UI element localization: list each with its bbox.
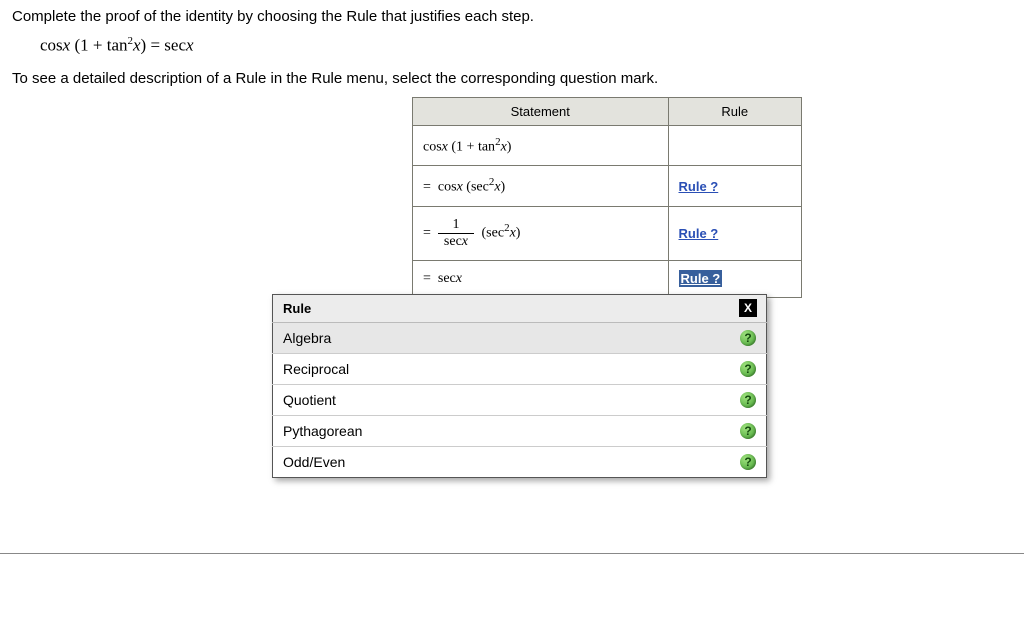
close-icon[interactable]: X xyxy=(739,299,757,317)
rule-cell[interactable]: Rule ? xyxy=(668,206,801,260)
horizontal-divider xyxy=(0,553,1024,554)
rule-help-cell[interactable]: ? xyxy=(730,415,767,446)
statement-cell: = cosx (sec2x) xyxy=(413,166,669,207)
help-icon[interactable]: ? xyxy=(740,423,756,439)
instruction-text-2: To see a detailed description of a Rule … xyxy=(12,70,1012,87)
rule-menu-title: Rule xyxy=(273,294,731,322)
rule-link[interactable]: Rule ? xyxy=(679,226,719,241)
rule-link[interactable]: Rule ? xyxy=(679,179,719,194)
rule-help-cell[interactable]: ? xyxy=(730,384,767,415)
help-icon[interactable]: ? xyxy=(740,361,756,377)
statement-cell: = 1secx (sec2x) xyxy=(413,206,669,260)
proof-table: Statement Rule cosx (1 + tan2x)= cosx (s… xyxy=(412,97,802,298)
rule-help-cell[interactable]: ? xyxy=(730,353,767,384)
help-icon[interactable]: ? xyxy=(740,392,756,408)
rule-menu: Rule X Algebra? Reciprocal? Quotient? Pytha… xyxy=(272,294,767,478)
help-icon[interactable]: ? xyxy=(740,330,756,346)
rule-link-highlighted[interactable]: Rule ? xyxy=(679,270,723,287)
rule-help-cell[interactable]: ? xyxy=(730,446,767,477)
rule-menu-item[interactable]: Algebra xyxy=(273,322,731,353)
rule-menu-item[interactable]: Odd/Even xyxy=(273,446,731,477)
rule-menu-item[interactable]: Pythagorean xyxy=(273,415,731,446)
help-icon[interactable]: ? xyxy=(740,454,756,470)
rule-cell[interactable]: Rule ? xyxy=(668,166,801,207)
identity-equation: cosx (1 + tan2x) = secx xyxy=(40,35,1012,56)
rule-cell[interactable]: Rule ? xyxy=(668,260,801,297)
statement-cell: cosx (1 + tan2x) xyxy=(413,125,669,166)
rule-menu-item[interactable]: Quotient xyxy=(273,384,731,415)
close-button-cell[interactable]: X xyxy=(730,294,767,322)
statement-cell: = secx xyxy=(413,260,669,297)
instruction-text-1: Complete the proof of the identity by ch… xyxy=(12,8,1012,25)
rule-menu-item[interactable]: Reciprocal xyxy=(273,353,731,384)
col-header-rule: Rule xyxy=(668,97,801,125)
rule-help-cell[interactable]: ? xyxy=(730,322,767,353)
col-header-statement: Statement xyxy=(413,97,669,125)
rule-cell xyxy=(668,125,801,166)
